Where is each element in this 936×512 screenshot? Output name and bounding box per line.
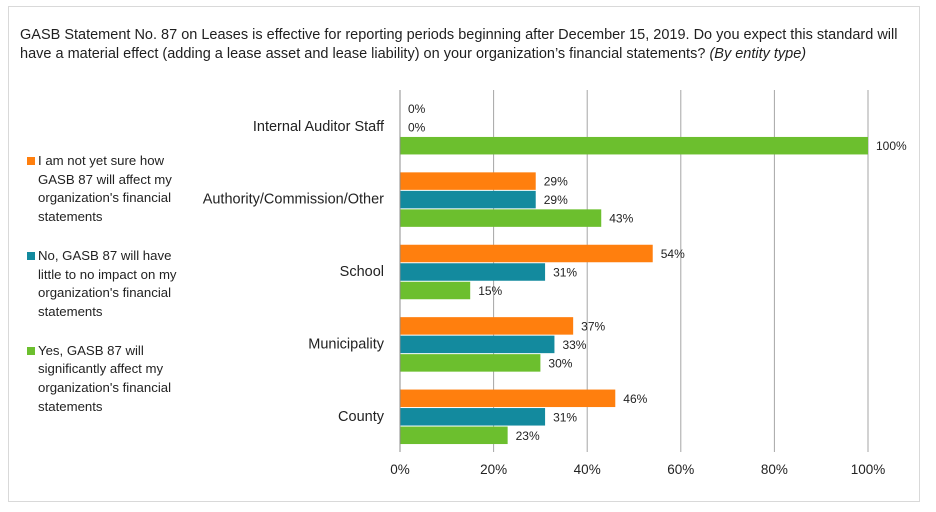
bar-s1-c3 bbox=[400, 335, 555, 354]
category-label-4: County bbox=[338, 409, 385, 425]
data-label-s1-c3: 33% bbox=[562, 338, 586, 352]
category-label-2: School bbox=[340, 264, 384, 280]
bar-s2-c3 bbox=[400, 354, 541, 372]
category-label-1: Authority/Commission/Other bbox=[203, 192, 384, 208]
x-tick-label-4: 80% bbox=[761, 462, 788, 477]
x-tick-label-0: 0% bbox=[390, 462, 410, 477]
bar-s0-c3 bbox=[400, 317, 574, 335]
data-label-s2-c2: 15% bbox=[478, 284, 502, 298]
bar-s1-c2 bbox=[400, 263, 546, 281]
data-label-s1-c0: 0% bbox=[408, 121, 426, 135]
legend-label-significant: Yes, GASB 87 will significantly affect m… bbox=[38, 342, 172, 414]
legend-item-little-impact: No, GASB 87 will have little to no impac… bbox=[26, 247, 196, 322]
data-label-s2-c0: 100% bbox=[876, 139, 907, 153]
data-label-s0-c1: 29% bbox=[544, 175, 568, 189]
data-label-s2-c4: 23% bbox=[516, 429, 540, 443]
bar-s2-c2 bbox=[400, 281, 471, 300]
bar-s2-c0 bbox=[400, 136, 868, 155]
legend-label-not-sure: I am not yet sure how GASB 87 will affec… bbox=[38, 153, 172, 225]
bar-s1-c1 bbox=[400, 190, 536, 209]
chart-title-main: GASB Statement No. 87 on Leases is effec… bbox=[20, 27, 898, 62]
bar-s0-c2 bbox=[400, 244, 653, 263]
legend-swatch-little-impact bbox=[27, 251, 35, 260]
chart-legend: I am not yet sure how GASB 87 will affec… bbox=[26, 152, 196, 436]
category-label-0: Internal Auditor Staff bbox=[253, 119, 385, 135]
chart-title-italic: (By entity type) bbox=[709, 46, 807, 62]
data-label-s0-c0: 0% bbox=[408, 102, 426, 116]
bar-s2-c1 bbox=[400, 209, 602, 227]
bar-s2-c4 bbox=[400, 426, 508, 445]
data-label-s1-c4: 31% bbox=[553, 410, 577, 424]
data-label-s0-c3: 37% bbox=[581, 319, 605, 333]
data-label-s0-c4: 46% bbox=[623, 392, 647, 406]
x-tick-label-5: 100% bbox=[851, 462, 886, 477]
data-label-s2-c3: 30% bbox=[548, 356, 572, 370]
x-tick-label-3: 60% bbox=[667, 462, 694, 477]
legend-label-little-impact: No, GASB 87 will have little to no impac… bbox=[38, 247, 177, 319]
legend-swatch-significant bbox=[27, 346, 35, 355]
legend-swatch-not-sure bbox=[27, 157, 35, 165]
data-label-s0-c2: 54% bbox=[661, 247, 685, 261]
bar-s0-c4 bbox=[400, 389, 616, 408]
data-label-s1-c2: 31% bbox=[553, 266, 577, 280]
bar-s1-c4 bbox=[400, 408, 546, 426]
bar-s0-c1 bbox=[400, 172, 536, 190]
x-tick-label-2: 40% bbox=[574, 462, 601, 477]
legend-item-significant: Yes, GASB 87 will significantly affect m… bbox=[26, 342, 196, 417]
chart-title: GASB Statement No. 87 on Leases is effec… bbox=[20, 26, 900, 64]
data-label-s1-c1: 29% bbox=[544, 193, 568, 207]
legend-item-not-sure: I am not yet sure how GASB 87 will affec… bbox=[26, 152, 196, 227]
category-label-3: Municipality bbox=[308, 336, 384, 352]
x-tick-label-1: 20% bbox=[480, 462, 507, 477]
data-label-s2-c1: 43% bbox=[609, 212, 633, 226]
